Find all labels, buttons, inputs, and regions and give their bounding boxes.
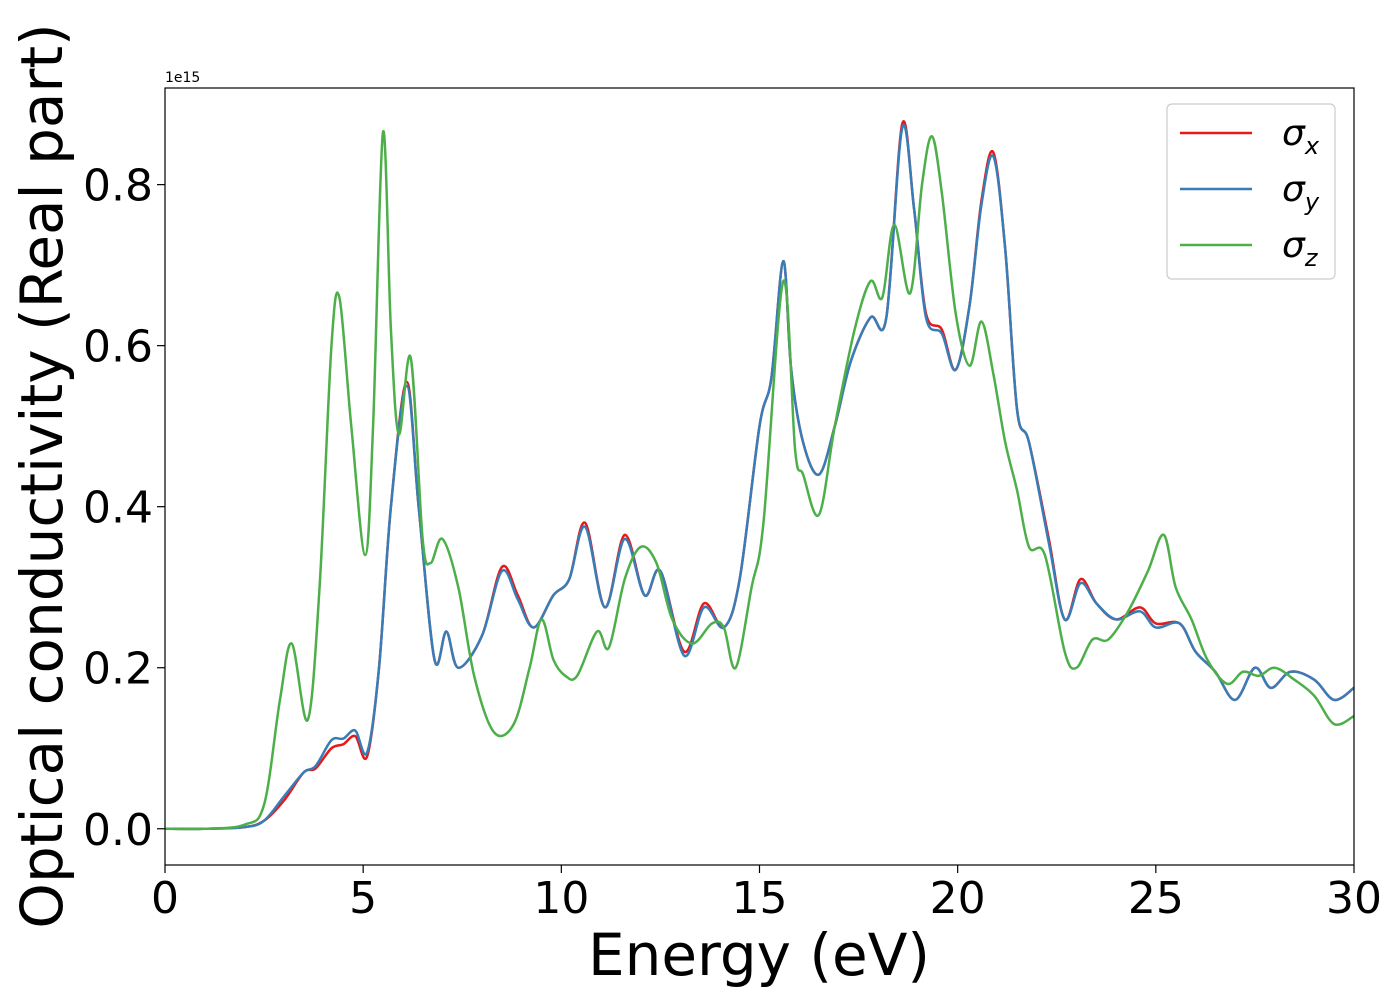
legend-label-y: σy	[1282, 169, 1320, 216]
series-line-y	[164, 124, 1355, 831]
y-tick-label: 0.0	[83, 805, 153, 856]
y-tick-label: 0.6	[83, 322, 153, 373]
y-tick-label: 0.4	[83, 483, 153, 534]
x-tick-label: 20	[930, 873, 986, 924]
x-tick-label: 10	[533, 873, 589, 924]
x-tick-label: 30	[1326, 873, 1382, 924]
series-lines	[164, 120, 1355, 831]
legend-label-x: σx	[1282, 113, 1320, 160]
x-tick-label: 15	[732, 873, 788, 924]
legend: σx σy σz	[1166, 103, 1336, 280]
x-tick-label: 5	[349, 873, 377, 924]
legend-frame	[1166, 103, 1336, 280]
y-tick-label: 0.2	[83, 644, 153, 695]
y-axis: 0.0 0.2 0.4 0.6 0.8	[83, 161, 165, 856]
x-tick-label: 25	[1128, 873, 1184, 924]
x-axis-title: Energy (eV)	[588, 921, 930, 989]
y-axis-title: Optical conductivity (Real part)	[8, 23, 76, 928]
series-line-z	[164, 130, 1355, 831]
x-axis: 0 5 10 15 20 25 30	[151, 865, 1382, 924]
legend-label-z: σz	[1282, 225, 1319, 272]
x-tick-label: 0	[151, 873, 179, 924]
y-tick-label: 0.8	[83, 161, 153, 212]
legend-items: σx σy σz	[1180, 113, 1320, 272]
y-offset-text: 1e15	[165, 70, 200, 86]
